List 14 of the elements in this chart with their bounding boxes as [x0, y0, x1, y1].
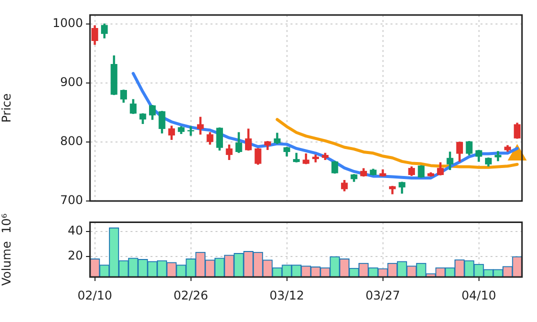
y-tick-label: 700 — [60, 193, 83, 208]
x-tick-label: 02/26 — [174, 288, 208, 302]
y-axis-title: Volume 10⁶ — [0, 213, 14, 286]
y-tick-label: 800 — [60, 134, 83, 148]
y-tick-label: 900 — [60, 75, 83, 90]
x-tick-label: 02/10 — [78, 288, 112, 302]
x-tick-label: 04/10 — [462, 288, 496, 302]
y-tick-label: 40 — [68, 224, 83, 238]
x-tick-label: 03/12 — [270, 288, 304, 302]
x-tick-label: 03/27 — [366, 288, 400, 302]
candlestick — [187, 126, 194, 136]
y-tick-label: 20 — [68, 248, 83, 262]
y-axis-title: Price — [0, 93, 14, 123]
y-tick-label: 1000 — [52, 16, 83, 30]
